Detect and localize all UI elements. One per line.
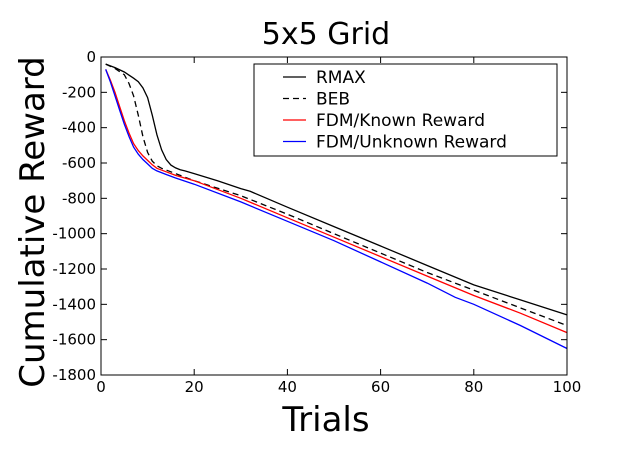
y-tick-label: -600 — [62, 154, 96, 172]
legend-entry-2: FDM/Known Reward — [316, 111, 485, 131]
x-tick-label: 80 — [464, 378, 483, 396]
y-tick-label: 0 — [86, 48, 96, 66]
y-tick-label: -800 — [62, 189, 96, 207]
x-tick-label: 60 — [371, 378, 390, 396]
chart-title: 5x5 Grid — [262, 17, 390, 52]
y-tick-label: -1000 — [52, 225, 96, 243]
series-line-2 — [105, 69, 568, 334]
y-tick-label: -1200 — [52, 260, 96, 278]
x-tick-label: 20 — [185, 378, 204, 396]
legend-entry-1: BEB — [316, 90, 350, 110]
tick-layer: 0 20 40 60 80 100 0 -200 -400 -600 -800 -1000 -1200 -… — [52, 48, 581, 396]
series-line-3 — [105, 69, 568, 350]
plot-frame — [100, 56, 568, 376]
y-tick-label: -1800 — [52, 366, 96, 384]
legend-box — [253, 63, 558, 157]
x-axis-label: Trials — [281, 400, 369, 440]
y-tick-label: -1400 — [52, 295, 96, 313]
x-tick-label: 100 — [553, 378, 582, 396]
series-line-0 — [105, 63, 568, 316]
y-tick-label: -1600 — [52, 331, 96, 349]
y-tick-label: -400 — [62, 119, 96, 137]
x-tick-label: 0 — [96, 378, 106, 396]
legend-entry-0: RMAX — [316, 68, 366, 88]
series-line-1 — [105, 63, 568, 327]
legend-entry-3: FDM/Unknown Reward — [316, 133, 507, 153]
y-axis-label: Cumulative Reward — [13, 56, 53, 387]
x-tick-label: 40 — [278, 378, 297, 396]
series-layer — [105, 63, 568, 350]
y-tick-label: -200 — [62, 83, 96, 101]
